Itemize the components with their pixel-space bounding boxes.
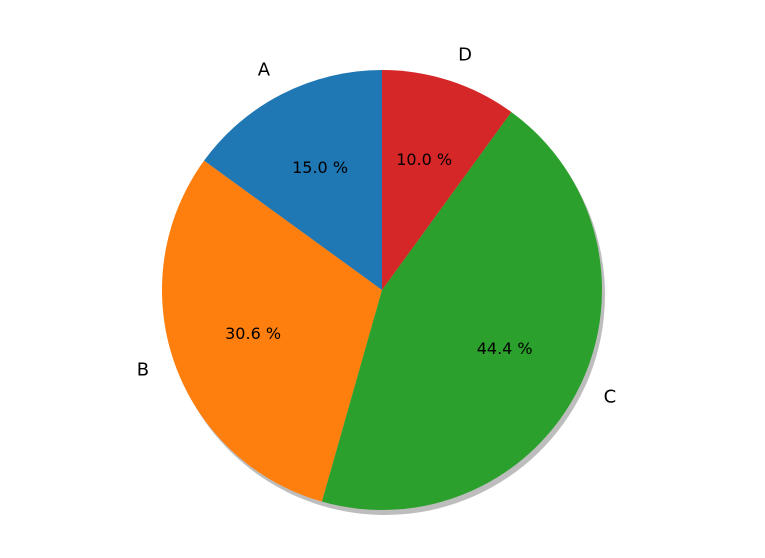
pct-label-a: 15.0 % xyxy=(292,158,348,177)
pct-label-c: 44.4 % xyxy=(477,339,533,358)
category-label-a: A xyxy=(258,59,271,80)
pie-svg: 15.0 % 30.6 % 44.4 % 10.0 % A B C D xyxy=(0,0,765,558)
pie-chart: 15.0 % 30.6 % 44.4 % 10.0 % A B C D xyxy=(0,0,765,558)
category-label-d: D xyxy=(458,45,472,66)
pct-label-b: 30.6 % xyxy=(225,324,281,343)
category-label-c: C xyxy=(604,387,617,408)
category-label-b: B xyxy=(137,360,149,381)
pct-label-d: 10.0 % xyxy=(396,150,452,169)
